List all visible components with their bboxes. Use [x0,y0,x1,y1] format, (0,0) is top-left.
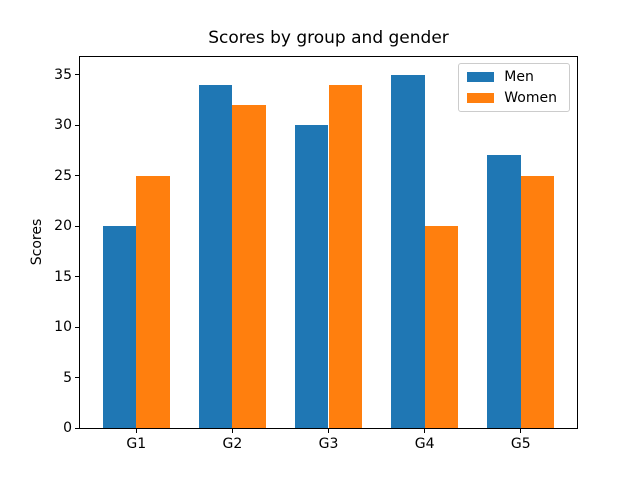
x-tick-label-g5: G5 [510,436,531,452]
legend: Men Women [458,63,570,113]
y-tick-mark [75,326,79,328]
y-tick-mark [75,377,79,379]
y-tick-label: 20 [54,218,72,235]
y-tick-label: 30 [54,117,72,134]
legend-item-men: Men [467,69,561,85]
y-tick-mark [75,175,79,177]
y-tick-label: 5 [63,369,72,386]
y-axis-label: Scores [29,218,45,266]
y-tick-label: 10 [54,319,72,336]
chart-title: Scores by group and gender [208,28,449,48]
x-tick-mark [424,429,426,433]
x-tick-label-g1: G1 [126,436,147,452]
x-tick-label-g4: G4 [414,436,435,452]
x-tick-label-g2: G2 [222,436,243,452]
y-tick-label: 15 [54,268,72,285]
bar-women-g2 [232,104,266,428]
bar-women-g3 [328,84,363,428]
legend-label: Men [504,69,534,85]
bar-men-g2 [198,84,233,428]
plot-area: 0 5 10 15 20 25 30 35 G1 G2 G3 G4 G5 Men Women [54,56,578,451]
legend-label: Women [504,90,557,107]
x-tick-label-g3: G3 [318,436,339,452]
bar-men-g1 [102,226,137,428]
bar-men-g3 [294,125,329,428]
y-tick-label: 25 [54,167,72,184]
y-tick-mark [75,276,79,278]
bar-women-g5 [520,175,555,428]
x-tick-mark [135,429,137,433]
legend-item-women: Women [467,90,561,106]
y-tick-mark [75,225,79,227]
bar-women-g1 [136,175,170,428]
x-tick-mark [231,429,233,433]
y-tick-label: 0 [63,420,72,436]
y-tick-mark [75,427,79,429]
y-tick-mark [75,124,79,126]
y-tick-mark [75,74,79,76]
bar-men-g4 [390,74,425,428]
bar-women-g4 [424,226,459,428]
bar-men-g5 [487,155,521,428]
legend-swatch-women [467,93,495,104]
x-tick-mark [520,429,522,433]
x-tick-mark [328,429,329,433]
y-tick-label: 35 [54,66,72,83]
legend-swatch-men [467,72,495,83]
